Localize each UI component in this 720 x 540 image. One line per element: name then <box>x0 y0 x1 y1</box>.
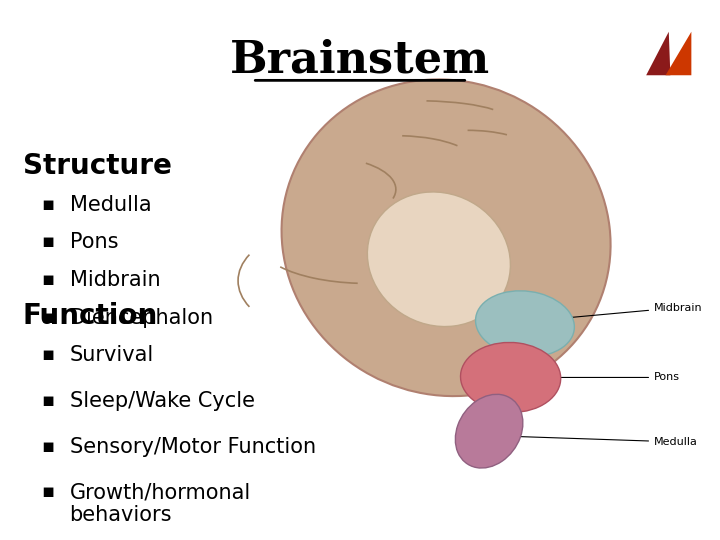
Text: Structure: Structure <box>23 152 172 180</box>
Text: Diencephalon: Diencephalon <box>70 308 212 328</box>
Text: ▪: ▪ <box>41 436 54 456</box>
Text: Survival: Survival <box>70 345 154 365</box>
Text: ▪: ▪ <box>41 345 54 364</box>
Text: Midbrain: Midbrain <box>564 302 703 318</box>
Text: Pons: Pons <box>70 232 118 252</box>
Polygon shape <box>665 32 691 75</box>
Ellipse shape <box>282 79 611 396</box>
Ellipse shape <box>367 192 510 327</box>
Text: Medulla: Medulla <box>521 437 698 447</box>
Text: Brainstem: Brainstem <box>230 39 490 82</box>
Text: ▪: ▪ <box>41 270 54 289</box>
Text: Sensory/Motor Function: Sensory/Motor Function <box>70 436 315 456</box>
Ellipse shape <box>455 394 523 468</box>
Text: Sleep/Wake Cycle: Sleep/Wake Cycle <box>70 391 255 411</box>
Text: Growth/hormonal
behaviors: Growth/hormonal behaviors <box>70 482 251 525</box>
Ellipse shape <box>461 342 561 413</box>
Ellipse shape <box>475 291 575 356</box>
Text: Pons: Pons <box>557 373 680 382</box>
Text: ▪: ▪ <box>41 195 54 214</box>
Text: Midbrain: Midbrain <box>70 270 160 290</box>
Text: ▪: ▪ <box>41 482 54 501</box>
Text: ▪: ▪ <box>41 232 54 252</box>
Text: Medulla: Medulla <box>70 195 151 215</box>
Polygon shape <box>646 32 670 75</box>
Text: Function: Function <box>23 302 158 330</box>
Text: ▪: ▪ <box>41 391 54 410</box>
Text: ▪: ▪ <box>41 308 54 327</box>
